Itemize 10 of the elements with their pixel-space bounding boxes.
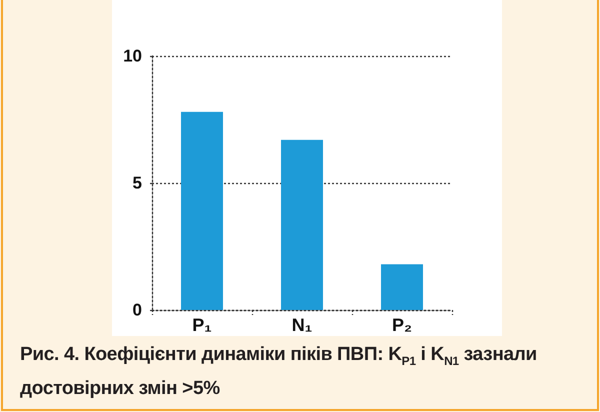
chart-title: Рис. 4. Коефіцієнти динаміки піків ПВП: K$_{P1}$ і K$_{N1}$ зазнали достовірних змін >5% — [20, 344, 537, 399]
y-tick-label: 5 — [132, 174, 142, 192]
x-tick-label: N₁ — [292, 315, 312, 335]
x-tick-label: P₂ — [392, 315, 412, 335]
bar — [281, 140, 323, 310]
y-tick-label: 10 — [123, 46, 142, 66]
bar — [181, 112, 223, 310]
y-tick-label: 0 — [132, 300, 142, 320]
bar — [381, 264, 423, 310]
x-tick-label: P₁ — [192, 315, 212, 335]
